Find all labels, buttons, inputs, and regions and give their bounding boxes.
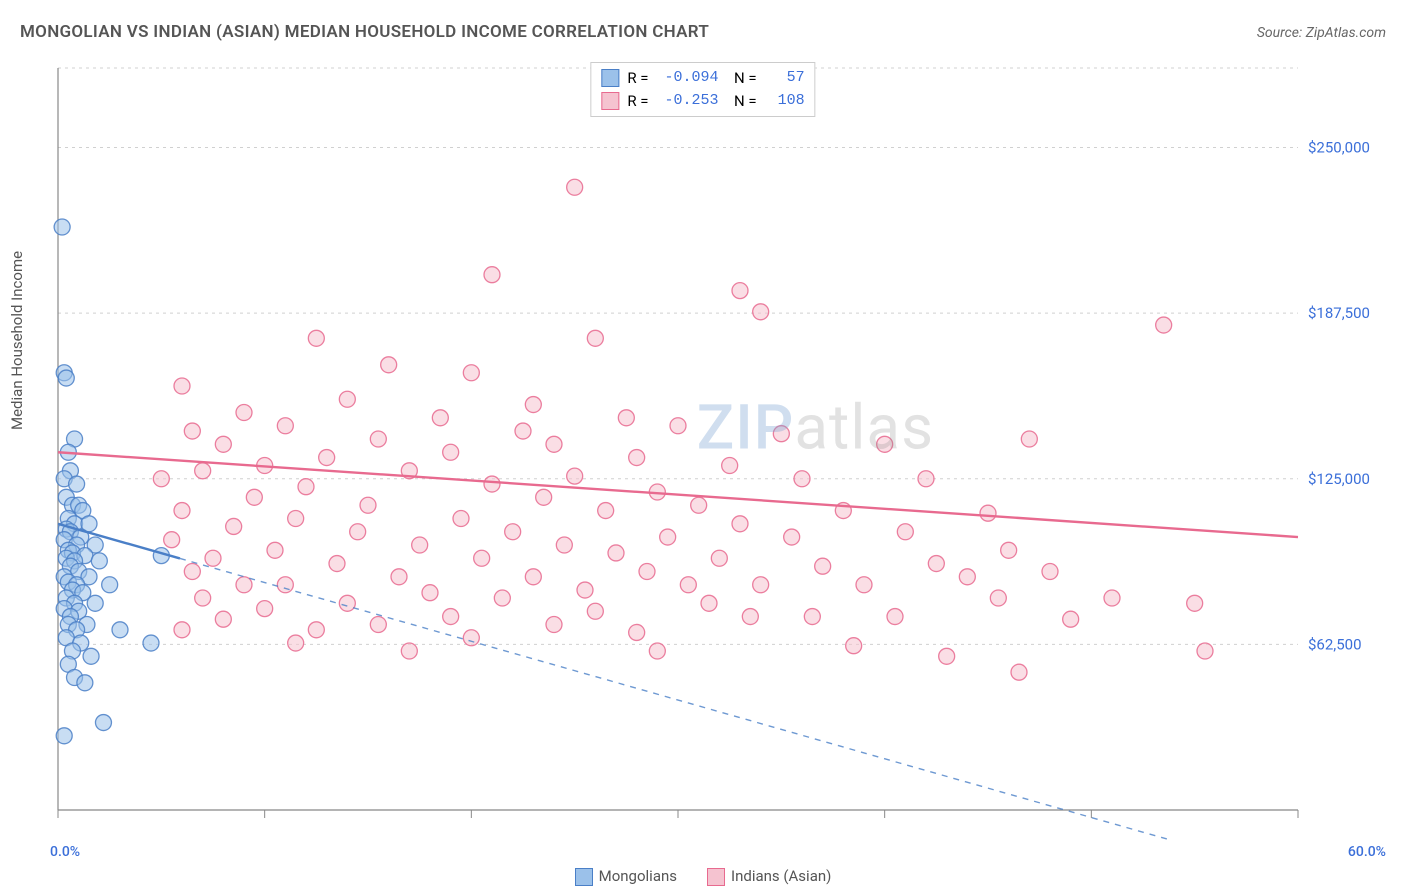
stat-n-label: N = (727, 67, 757, 90)
chart-title: MONGOLIAN VS INDIAN (ASIAN) MEDIAN HOUSE… (20, 22, 709, 42)
swatch-icon (575, 868, 593, 886)
x-axis-min-label: 0.0% (50, 844, 80, 860)
stat-r-value: -0.094 (657, 67, 719, 90)
swatch-icon (707, 868, 725, 886)
watermark: ZIPatlas (697, 392, 934, 465)
source-label: Source: ZipAtlas.com (1257, 25, 1386, 41)
stat-n-label: N = (727, 90, 757, 113)
legend-item-indians: Indians (Asian) (707, 867, 831, 886)
legend-item-mongolians: Mongolians (575, 867, 677, 886)
stat-n-value: 108 (765, 90, 805, 113)
stat-r-value: -0.253 (657, 90, 719, 113)
swatch-icon (601, 92, 619, 110)
swatch-icon (601, 69, 619, 87)
svg-text:$250,000: $250,000 (1308, 139, 1370, 157)
stat-row-mongolians: R = -0.094 N = 57 (601, 67, 804, 90)
svg-text:$62,500: $62,500 (1308, 635, 1362, 653)
y-axis-label: Median Household Income (8, 251, 26, 430)
legend-bottom: Mongolians Indians (Asian) (0, 867, 1406, 886)
stat-legend: R = -0.094 N = 57 R = -0.253 N = 108 (590, 62, 815, 117)
svg-text:$187,500: $187,500 (1308, 304, 1370, 322)
stat-r-label: R = (627, 90, 648, 113)
svg-text:$125,000: $125,000 (1308, 470, 1370, 488)
stat-r-label: R = (627, 67, 648, 90)
stat-row-indians: R = -0.253 N = 108 (601, 90, 804, 113)
x-axis-max-label: 60.0% (1348, 844, 1386, 860)
stat-n-value: 57 (765, 67, 805, 90)
